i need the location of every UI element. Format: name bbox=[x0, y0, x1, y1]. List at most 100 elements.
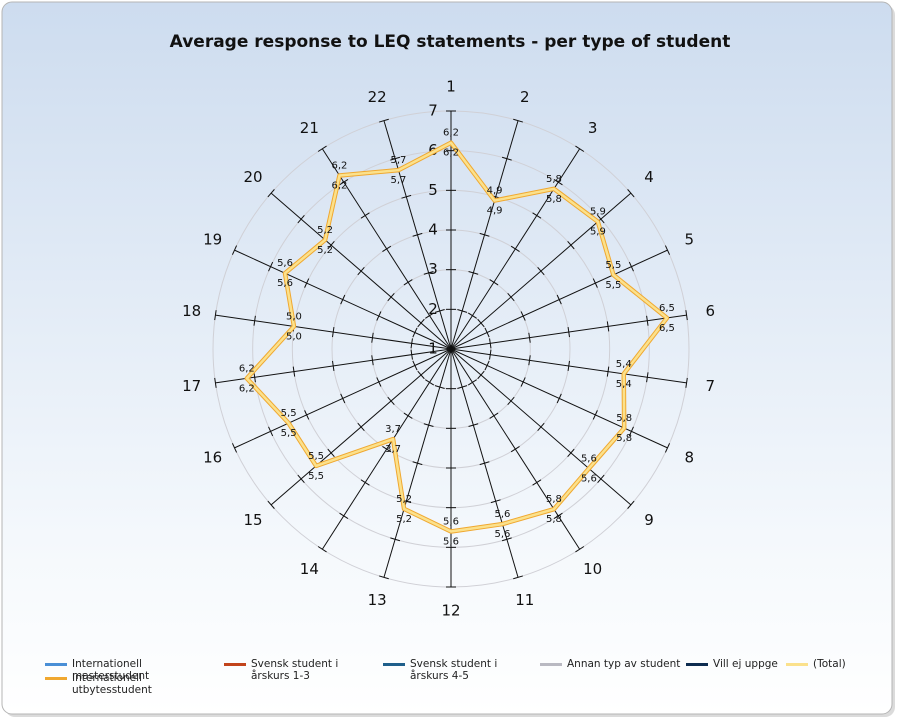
tick-mark bbox=[403, 279, 413, 286]
tick-mark bbox=[646, 372, 649, 383]
data-label: 5,8 bbox=[546, 174, 562, 185]
tick-mark bbox=[477, 370, 485, 380]
tick-mark bbox=[410, 338, 413, 349]
tick-mark bbox=[646, 315, 649, 326]
category-label: 8 bbox=[685, 448, 695, 466]
tick-mark bbox=[627, 500, 635, 509]
tick-mark bbox=[567, 240, 575, 250]
tick-mark bbox=[484, 360, 490, 371]
category-label: 19 bbox=[203, 231, 222, 249]
data-label: 3,7 bbox=[385, 424, 401, 435]
tick-mark bbox=[592, 278, 598, 288]
tick-mark bbox=[332, 327, 335, 338]
category-label: 20 bbox=[243, 168, 262, 186]
tick-mark bbox=[412, 360, 418, 371]
panel bbox=[1, 1, 893, 715]
tick-mark bbox=[484, 327, 490, 338]
tick-mark bbox=[267, 189, 275, 198]
tick-mark bbox=[417, 318, 425, 328]
tick-mark bbox=[423, 270, 434, 275]
category-label: 14 bbox=[300, 560, 319, 578]
category-label: 4 bbox=[644, 168, 654, 186]
tick-mark bbox=[434, 309, 445, 313]
data-label: 6,2 bbox=[239, 363, 255, 374]
legend-swatch bbox=[383, 663, 405, 666]
tick-mark bbox=[467, 312, 477, 319]
data-label: 5,2 bbox=[396, 494, 412, 505]
data-label: 6,5 bbox=[659, 303, 675, 314]
category-label: 2 bbox=[520, 88, 530, 106]
tick-mark bbox=[479, 232, 490, 237]
tick-mark bbox=[214, 377, 217, 388]
tick-mark bbox=[297, 215, 305, 224]
tick-mark bbox=[357, 422, 365, 432]
tick-mark bbox=[376, 311, 382, 321]
data-label: 5,6 bbox=[494, 529, 510, 540]
tick-mark bbox=[597, 474, 605, 483]
data-label: 6,2 bbox=[332, 160, 348, 171]
category-label: 11 bbox=[515, 591, 534, 609]
tick-mark bbox=[606, 321, 610, 332]
tick-mark bbox=[360, 212, 370, 219]
data-label: 5,9 bbox=[590, 227, 606, 238]
data-label: 5,7 bbox=[391, 175, 407, 186]
tick-mark bbox=[513, 575, 523, 580]
legend-swatch bbox=[45, 663, 67, 666]
tick-mark bbox=[267, 500, 275, 509]
tick-mark bbox=[403, 412, 413, 419]
data-label: 5,8 bbox=[546, 194, 562, 205]
data-label: 6,2 bbox=[332, 180, 348, 191]
data-label: 5,5 bbox=[308, 451, 324, 462]
data-label: 5,6 bbox=[443, 516, 459, 527]
data-label: 5,4 bbox=[616, 359, 632, 370]
tick-mark bbox=[501, 537, 512, 542]
tick-mark bbox=[567, 448, 575, 458]
data-label: 5,5 bbox=[605, 280, 621, 291]
data-label: 5,2 bbox=[317, 225, 333, 236]
legend-label: Annan typ av student bbox=[567, 658, 681, 670]
legend-swatch bbox=[686, 663, 708, 666]
category-label: 9 bbox=[644, 511, 654, 529]
tick-mark bbox=[417, 370, 425, 380]
data-label: 5,0 bbox=[286, 311, 302, 322]
tick-mark bbox=[664, 245, 671, 255]
tick-mark bbox=[339, 512, 349, 519]
tick-mark bbox=[489, 338, 492, 349]
data-label: 5,8 bbox=[546, 514, 562, 525]
data-label: 5,8 bbox=[616, 433, 632, 444]
category-label: 6 bbox=[706, 302, 716, 320]
tick-mark bbox=[685, 310, 688, 321]
legend-label: (Total) bbox=[813, 658, 846, 670]
data-label: 6,2 bbox=[239, 383, 255, 394]
legend-label: Vill ej uppge bbox=[713, 658, 778, 670]
tick-mark bbox=[327, 240, 335, 250]
tick-mark bbox=[360, 479, 370, 486]
tick-mark bbox=[537, 422, 545, 432]
tick-mark bbox=[664, 443, 671, 453]
tick-mark bbox=[390, 156, 401, 161]
data-label: 5,5 bbox=[281, 408, 297, 419]
legend-swatch bbox=[45, 677, 67, 680]
tick-mark bbox=[425, 312, 435, 319]
legend-swatch bbox=[224, 663, 246, 666]
tick-mark bbox=[317, 546, 327, 553]
y-tick-label: 2 bbox=[428, 300, 438, 318]
tick-mark bbox=[468, 423, 479, 428]
tick-mark bbox=[513, 118, 523, 123]
tick-mark bbox=[327, 448, 335, 458]
data-label: 5,8 bbox=[616, 413, 632, 424]
tick-mark bbox=[304, 278, 310, 288]
y-tick-label: 4 bbox=[428, 221, 438, 239]
data-label: 5,8 bbox=[546, 494, 562, 505]
data-label: 5,5 bbox=[281, 428, 297, 439]
tick-mark bbox=[423, 423, 434, 428]
tick-mark bbox=[387, 292, 395, 302]
data-label: 5,9 bbox=[590, 207, 606, 218]
tick-mark bbox=[231, 443, 238, 453]
category-label: 7 bbox=[706, 377, 716, 395]
tick-mark bbox=[412, 461, 423, 466]
tick-mark bbox=[214, 310, 217, 321]
category-label: 12 bbox=[441, 602, 460, 620]
tick-mark bbox=[304, 410, 310, 420]
